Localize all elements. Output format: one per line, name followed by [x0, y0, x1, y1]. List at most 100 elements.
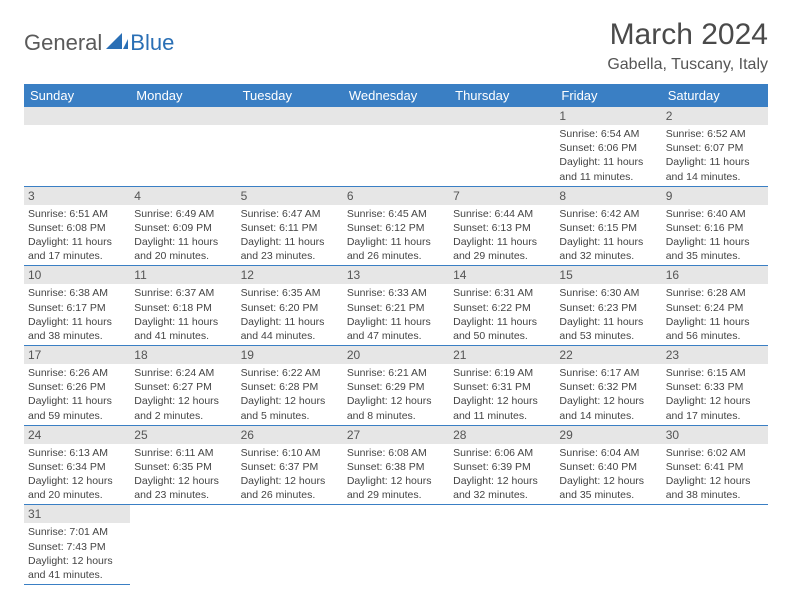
calendar-cell: 31Sunrise: 7:01 AMSunset: 7:43 PMDayligh… — [24, 505, 130, 585]
day-number: 16 — [662, 266, 768, 284]
day-header: Thursday — [449, 84, 555, 107]
daylight-text: Daylight: 11 hours and 53 minutes. — [559, 315, 657, 343]
day-details: Sunrise: 6:24 AMSunset: 6:27 PMDaylight:… — [130, 364, 236, 425]
calendar-cell: 3Sunrise: 6:51 AMSunset: 6:08 PMDaylight… — [24, 186, 130, 266]
calendar-cell: 21Sunrise: 6:19 AMSunset: 6:31 PMDayligh… — [449, 346, 555, 426]
day-number: 28 — [449, 426, 555, 444]
sunset-text: Sunset: 6:08 PM — [28, 221, 126, 235]
header: General Blue March 2024 Gabella, Tuscany… — [24, 18, 768, 74]
title-block: March 2024 Gabella, Tuscany, Italy — [607, 18, 768, 74]
daylight-text: Daylight: 11 hours and 29 minutes. — [453, 235, 551, 263]
daylight-text: Daylight: 11 hours and 11 minutes. — [559, 155, 657, 183]
daylight-text: Daylight: 12 hours and 29 minutes. — [347, 474, 445, 502]
sunset-text: Sunset: 6:06 PM — [559, 141, 657, 155]
day-details: Sunrise: 6:15 AMSunset: 6:33 PMDaylight:… — [662, 364, 768, 425]
day-number: 15 — [555, 266, 661, 284]
day-details: Sunrise: 6:52 AMSunset: 6:07 PMDaylight:… — [662, 125, 768, 186]
sunrise-text: Sunrise: 6:35 AM — [241, 286, 339, 300]
sunset-text: Sunset: 6:09 PM — [134, 221, 232, 235]
day-details: Sunrise: 6:26 AMSunset: 6:26 PMDaylight:… — [24, 364, 130, 425]
sunrise-text: Sunrise: 6:17 AM — [559, 366, 657, 380]
sunrise-text: Sunrise: 7:01 AM — [28, 525, 126, 539]
day-number: 3 — [24, 187, 130, 205]
sunset-text: Sunset: 6:34 PM — [28, 460, 126, 474]
sunset-text: Sunset: 6:07 PM — [666, 141, 764, 155]
day-details: Sunrise: 6:21 AMSunset: 6:29 PMDaylight:… — [343, 364, 449, 425]
sunrise-text: Sunrise: 6:02 AM — [666, 446, 764, 460]
day-number: 27 — [343, 426, 449, 444]
sunset-text: Sunset: 6:37 PM — [241, 460, 339, 474]
day-details: Sunrise: 6:33 AMSunset: 6:21 PMDaylight:… — [343, 284, 449, 345]
calendar-cell — [449, 107, 555, 186]
sunset-text: Sunset: 6:22 PM — [453, 301, 551, 315]
day-number: 25 — [130, 426, 236, 444]
sunset-text: Sunset: 6:35 PM — [134, 460, 232, 474]
calendar-cell: 8Sunrise: 6:42 AMSunset: 6:15 PMDaylight… — [555, 186, 661, 266]
calendar-cell: 20Sunrise: 6:21 AMSunset: 6:29 PMDayligh… — [343, 346, 449, 426]
sunset-text: Sunset: 6:41 PM — [666, 460, 764, 474]
day-number: 9 — [662, 187, 768, 205]
calendar-cell: 14Sunrise: 6:31 AMSunset: 6:22 PMDayligh… — [449, 266, 555, 346]
day-number: 5 — [237, 187, 343, 205]
day-details: Sunrise: 6:40 AMSunset: 6:16 PMDaylight:… — [662, 205, 768, 266]
day-number: 20 — [343, 346, 449, 364]
sunset-text: Sunset: 6:16 PM — [666, 221, 764, 235]
daylight-text: Daylight: 12 hours and 32 minutes. — [453, 474, 551, 502]
calendar-cell: 29Sunrise: 6:04 AMSunset: 6:40 PMDayligh… — [555, 425, 661, 505]
logo-text-general: General — [24, 30, 102, 56]
day-number-empty — [24, 107, 130, 125]
day-details: Sunrise: 6:11 AMSunset: 6:35 PMDaylight:… — [130, 444, 236, 505]
day-number: 12 — [237, 266, 343, 284]
day-number: 4 — [130, 187, 236, 205]
day-details: Sunrise: 6:51 AMSunset: 6:08 PMDaylight:… — [24, 205, 130, 266]
calendar-cell: 30Sunrise: 6:02 AMSunset: 6:41 PMDayligh… — [662, 425, 768, 505]
sunset-text: Sunset: 6:38 PM — [347, 460, 445, 474]
sunrise-text: Sunrise: 6:54 AM — [559, 127, 657, 141]
daylight-text: Daylight: 12 hours and 38 minutes. — [666, 474, 764, 502]
day-header: Friday — [555, 84, 661, 107]
sunrise-text: Sunrise: 6:33 AM — [347, 286, 445, 300]
day-number: 19 — [237, 346, 343, 364]
day-details: Sunrise: 6:22 AMSunset: 6:28 PMDaylight:… — [237, 364, 343, 425]
day-details: Sunrise: 6:49 AMSunset: 6:09 PMDaylight:… — [130, 205, 236, 266]
daylight-text: Daylight: 12 hours and 23 minutes. — [134, 474, 232, 502]
day-number: 6 — [343, 187, 449, 205]
calendar-week-row: 1Sunrise: 6:54 AMSunset: 6:06 PMDaylight… — [24, 107, 768, 186]
day-number-empty — [343, 107, 449, 125]
day-number: 22 — [555, 346, 661, 364]
day-number: 13 — [343, 266, 449, 284]
calendar-cell — [130, 107, 236, 186]
sunrise-text: Sunrise: 6:38 AM — [28, 286, 126, 300]
daylight-text: Daylight: 11 hours and 59 minutes. — [28, 394, 126, 422]
day-details: Sunrise: 6:54 AMSunset: 6:06 PMDaylight:… — [555, 125, 661, 186]
calendar-week-row: 31Sunrise: 7:01 AMSunset: 7:43 PMDayligh… — [24, 505, 768, 585]
sunrise-text: Sunrise: 6:47 AM — [241, 207, 339, 221]
sunset-text: Sunset: 6:23 PM — [559, 301, 657, 315]
calendar-cell: 24Sunrise: 6:13 AMSunset: 6:34 PMDayligh… — [24, 425, 130, 505]
day-number: 24 — [24, 426, 130, 444]
sunset-text: Sunset: 6:24 PM — [666, 301, 764, 315]
daylight-text: Daylight: 12 hours and 41 minutes. — [28, 554, 126, 582]
calendar-cell — [449, 505, 555, 585]
day-details: Sunrise: 6:38 AMSunset: 6:17 PMDaylight:… — [24, 284, 130, 345]
daylight-text: Daylight: 12 hours and 20 minutes. — [28, 474, 126, 502]
day-number: 31 — [24, 505, 130, 523]
calendar-cell: 6Sunrise: 6:45 AMSunset: 6:12 PMDaylight… — [343, 186, 449, 266]
calendar-table: SundayMondayTuesdayWednesdayThursdayFrid… — [24, 84, 768, 585]
day-details: Sunrise: 6:44 AMSunset: 6:13 PMDaylight:… — [449, 205, 555, 266]
sunrise-text: Sunrise: 6:22 AM — [241, 366, 339, 380]
daylight-text: Daylight: 12 hours and 5 minutes. — [241, 394, 339, 422]
calendar-cell: 7Sunrise: 6:44 AMSunset: 6:13 PMDaylight… — [449, 186, 555, 266]
day-number: 26 — [237, 426, 343, 444]
daylight-text: Daylight: 12 hours and 14 minutes. — [559, 394, 657, 422]
calendar-cell: 17Sunrise: 6:26 AMSunset: 6:26 PMDayligh… — [24, 346, 130, 426]
daylight-text: Daylight: 11 hours and 47 minutes. — [347, 315, 445, 343]
calendar-cell: 13Sunrise: 6:33 AMSunset: 6:21 PMDayligh… — [343, 266, 449, 346]
day-header: Wednesday — [343, 84, 449, 107]
sunset-text: Sunset: 6:31 PM — [453, 380, 551, 394]
sunset-text: Sunset: 6:15 PM — [559, 221, 657, 235]
day-header: Monday — [130, 84, 236, 107]
sunrise-text: Sunrise: 6:26 AM — [28, 366, 126, 380]
sunset-text: Sunset: 6:28 PM — [241, 380, 339, 394]
daylight-text: Daylight: 11 hours and 41 minutes. — [134, 315, 232, 343]
